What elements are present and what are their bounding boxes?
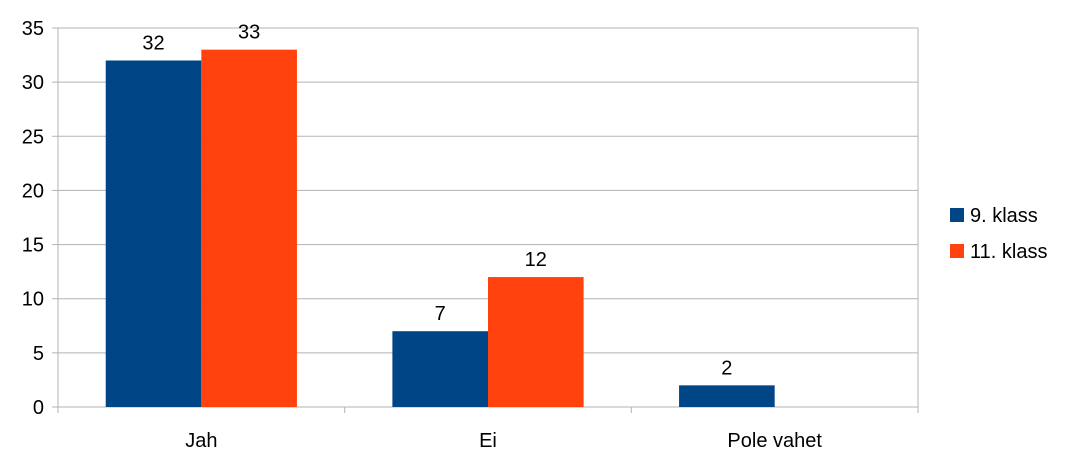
bars xyxy=(105,49,775,408)
y-tick-label: 5 xyxy=(33,343,44,365)
y-tick-label: 25 xyxy=(22,126,44,148)
data-label: 33 xyxy=(238,22,260,44)
legend-swatch xyxy=(950,244,964,258)
bar xyxy=(392,331,488,407)
y-tick-label: 20 xyxy=(22,180,44,202)
bar xyxy=(105,60,202,407)
data-label: 12 xyxy=(525,249,547,271)
legend-swatch xyxy=(950,208,964,222)
y-tick-label: 35 xyxy=(22,18,44,40)
x-tick-label: Pole vahet xyxy=(727,430,822,452)
data-labels: 32 33 7 12 2 xyxy=(142,22,732,380)
data-label: 7 xyxy=(435,303,446,325)
axes: 0 5 10 15 20 25 30 35 Jah Ei Pole vahet xyxy=(22,18,919,452)
bar xyxy=(201,49,297,408)
bar xyxy=(488,277,584,407)
y-tick-label: 15 xyxy=(22,235,44,257)
y-tick-label: 10 xyxy=(22,289,44,311)
x-tick-label: Jah xyxy=(185,430,217,452)
data-label: 2 xyxy=(721,357,732,379)
x-tick-label: Ei xyxy=(479,430,497,452)
data-label: 32 xyxy=(142,32,164,54)
y-tick-label: 30 xyxy=(22,72,44,94)
legend-label: 11. klass xyxy=(970,241,1047,263)
y-tick-label: 0 xyxy=(33,397,44,419)
legend-label: 9. klass xyxy=(970,205,1038,227)
bar xyxy=(679,385,775,407)
legend: 9. klass 11. klass xyxy=(950,205,1047,263)
